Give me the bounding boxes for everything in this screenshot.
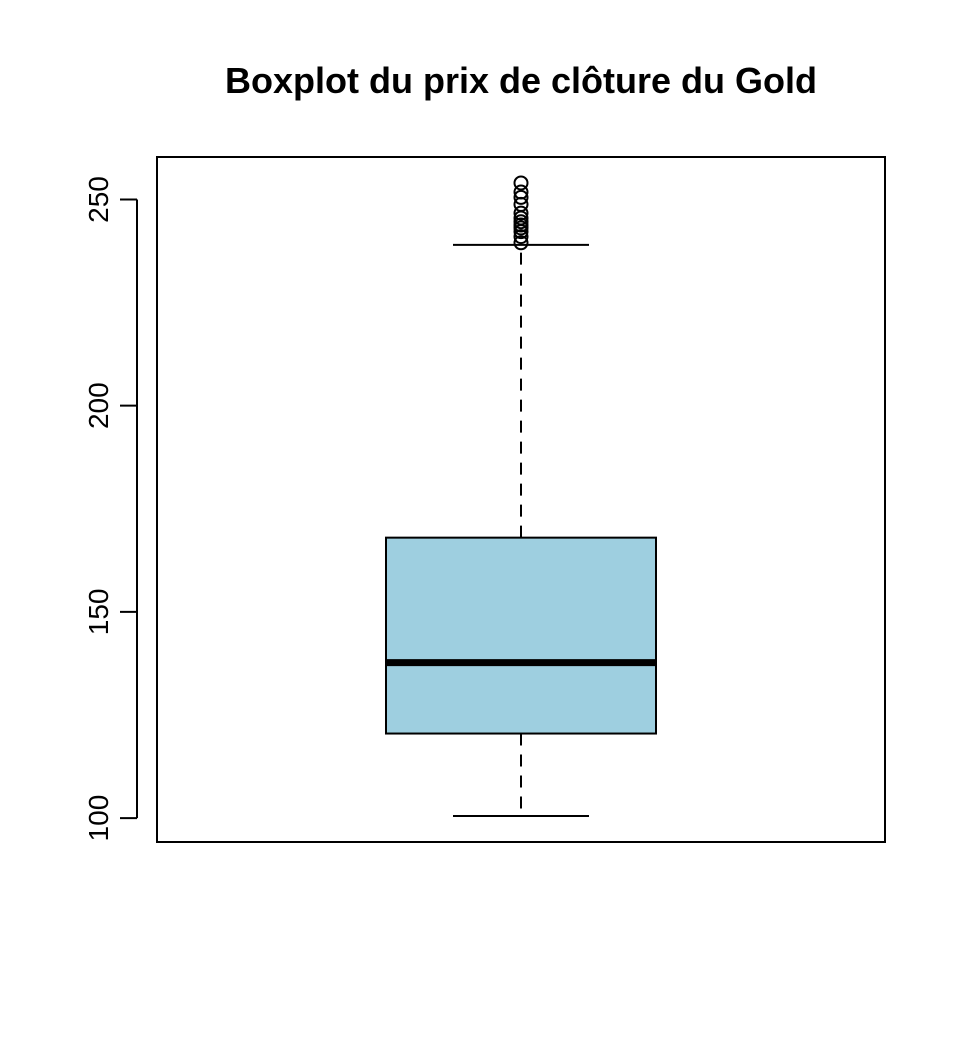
outlier-point bbox=[513, 175, 529, 191]
chart-title: Boxplot du prix de clôture du Gold bbox=[225, 60, 817, 101]
y-tick-label: 150 bbox=[83, 589, 114, 636]
y-tick-label: 100 bbox=[83, 795, 114, 842]
plot-frame bbox=[156, 156, 886, 843]
outlier-point bbox=[513, 189, 529, 205]
box-iqr bbox=[385, 536, 657, 735]
y-tick-label: 250 bbox=[83, 176, 114, 223]
y-tick-label: 200 bbox=[83, 382, 114, 429]
outlier-point bbox=[513, 235, 529, 251]
box-marks bbox=[385, 175, 657, 818]
y-axis: 100 150 200 250 bbox=[83, 176, 138, 842]
outlier-point bbox=[513, 184, 529, 200]
outlier-point bbox=[513, 229, 529, 245]
outlier-point bbox=[513, 205, 529, 221]
